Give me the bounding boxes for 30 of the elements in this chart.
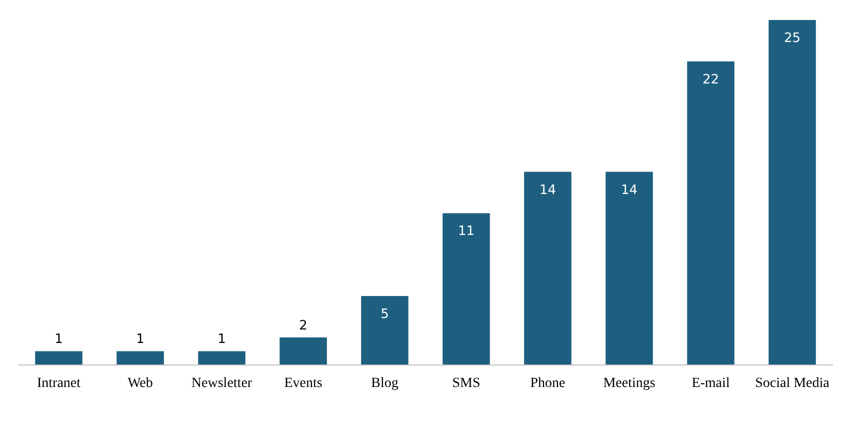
x-tick-label: Intranet: [36, 376, 81, 391]
x-tick-label: SMS: [452, 376, 480, 391]
x-tick-label: Phone: [530, 376, 566, 391]
x-tick-label: E-mail: [692, 376, 730, 391]
data-label: 14: [539, 182, 556, 198]
bar: [442, 213, 490, 365]
data-label: 1: [54, 332, 63, 348]
bar: [35, 351, 82, 365]
bar: [361, 296, 408, 365]
data-label: 25: [784, 31, 801, 46]
bar: [116, 351, 164, 365]
bar: [606, 172, 653, 365]
x-tick-label: Meetings: [603, 376, 656, 391]
x-tick-label: Blog: [371, 376, 398, 391]
x-tick-label: Events: [284, 376, 322, 391]
data-label: 11: [458, 224, 475, 240]
bar: [198, 351, 246, 365]
data-label: 1: [218, 332, 226, 348]
bar: [280, 337, 327, 365]
x-tick-label: Social Media: [755, 376, 830, 391]
data-label: 5: [380, 307, 389, 322]
bar: [524, 172, 572, 365]
bar: [768, 20, 816, 365]
data-label: 22: [702, 72, 720, 88]
data-label: 1: [136, 332, 144, 348]
x-tick-label: Newsletter: [191, 376, 252, 391]
data-label: 14: [620, 182, 638, 198]
data-label: 2: [299, 318, 308, 334]
bar: [687, 61, 734, 365]
x-tick-label: Web: [128, 376, 153, 391]
